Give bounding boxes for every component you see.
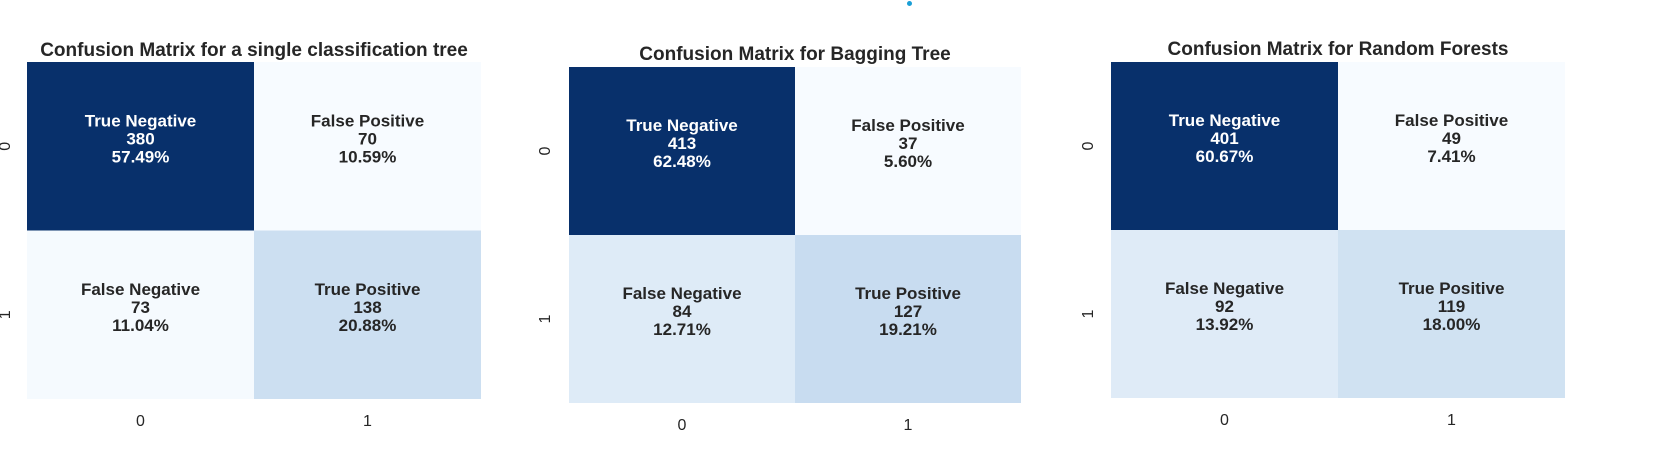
heatmap-cell — [254, 62, 481, 231]
x-tick-label: 0 — [136, 413, 145, 430]
cell-count-label: 37 — [899, 134, 918, 153]
x-tick-label: 1 — [363, 413, 372, 430]
decorative-dot — [907, 1, 912, 6]
cell-label-label: False Positive — [851, 116, 964, 135]
heatmap-cell — [1338, 62, 1565, 230]
heatmap-cell — [795, 235, 1021, 403]
cell-percent-label: 5.60% — [884, 152, 932, 171]
chart-title: Confusion Matrix for Random Forests — [1168, 39, 1509, 60]
cell-percent-label: 10.59% — [339, 147, 397, 166]
cell-percent-label: 11.04% — [112, 316, 169, 335]
cell-label-label: False Negative — [81, 280, 200, 299]
y-tick-label: 0 — [0, 142, 14, 151]
heatmap-cell — [254, 230, 481, 399]
cell-percent-label: 19.21% — [879, 320, 937, 339]
cell-percent-label: 57.49% — [112, 147, 170, 166]
cell-count-label: 413 — [668, 134, 696, 153]
y-tick-label: 0 — [537, 146, 554, 155]
cell-count-label: 380 — [126, 129, 154, 148]
cell-label-label: False Positive — [311, 111, 424, 130]
y-tick-label: 1 — [1080, 309, 1097, 318]
heatmap-cell — [27, 230, 254, 399]
heatmap-cell — [569, 235, 795, 403]
heatmap-cell — [795, 67, 1021, 235]
y-tick-label: 0 — [1080, 141, 1097, 150]
cell-label-label: True Negative — [626, 116, 738, 135]
confusion-matrix-panel-3: Confusion Matrix for Random Forests True … — [1080, 39, 1565, 429]
cell-label-label: False Positive — [1395, 111, 1508, 130]
cell-percent-label: 20.88% — [339, 316, 397, 335]
cell-count-label: 127 — [894, 302, 922, 321]
cell-label-label: True Positive — [1399, 279, 1505, 298]
chart-title: Confusion Matrix for a single classifica… — [40, 40, 468, 61]
cell-percent-label: 7.41% — [1427, 147, 1475, 166]
heatmap-cell — [1338, 230, 1565, 398]
cell-percent-label: 62.48% — [653, 152, 711, 171]
cell-label-label: True Negative — [1169, 111, 1281, 130]
heatmap-cell — [1111, 62, 1338, 230]
cell-count-label: 119 — [1438, 297, 1465, 316]
cell-count-label: 84 — [673, 302, 692, 321]
cell-percent-label: 13.92% — [1196, 315, 1254, 334]
cell-label-label: True Positive — [315, 280, 421, 299]
cell-count-label: 92 — [1215, 297, 1234, 316]
x-tick-label: 0 — [1220, 412, 1229, 429]
cell-percent-label: 12.71% — [653, 320, 711, 339]
cell-count-label: 73 — [131, 298, 150, 317]
heatmap-cell — [569, 67, 795, 235]
heatmap-cell — [27, 62, 254, 231]
cell-label-label: False Negative — [622, 284, 741, 303]
cell-label-label: True Positive — [855, 284, 961, 303]
cell-label-label: True Negative — [85, 111, 197, 130]
y-tick-label: 1 — [537, 314, 554, 323]
cell-label-label: False Negative — [1165, 279, 1284, 298]
heatmap-cell — [1111, 230, 1338, 398]
y-tick-label: 1 — [0, 310, 14, 319]
confusion-matrix-panel-2: Confusion Matrix for Bagging Tree True Ne… — [537, 44, 1021, 434]
x-tick-label: 1 — [1447, 412, 1456, 429]
chart-title: Confusion Matrix for Bagging Tree — [639, 44, 950, 65]
x-tick-label: 0 — [678, 417, 687, 434]
cell-percent-label: 18.00% — [1423, 315, 1481, 334]
x-tick-label: 1 — [904, 417, 913, 434]
cell-count-label: 401 — [1210, 129, 1238, 148]
cell-percent-label: 60.67% — [1196, 147, 1254, 166]
cell-count-label: 70 — [358, 129, 377, 148]
cell-count-label: 49 — [1442, 129, 1461, 148]
cell-count-label: 138 — [353, 298, 381, 317]
confusion-matrix-panel-1: Confusion Matrix for a single classifica… — [0, 40, 481, 430]
